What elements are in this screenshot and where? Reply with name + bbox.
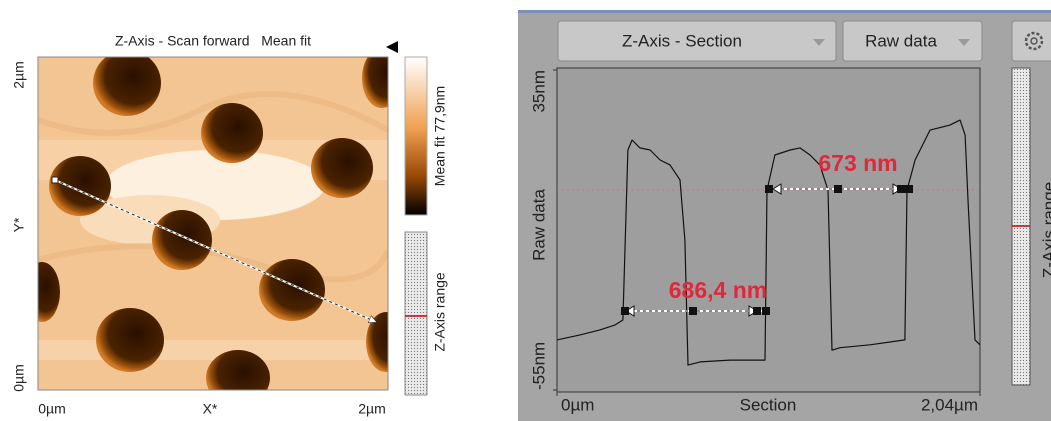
dropdown-arrow (958, 39, 970, 46)
image-frame (37, 56, 389, 391)
gear-icon (1024, 31, 1044, 51)
measurement-1 (621, 305, 770, 317)
image-title: Z-Axis - Scan forward Mean fit (115, 33, 311, 49)
marker-triangle (386, 41, 398, 53)
x-tick-label: 2,04µm (921, 395, 978, 414)
afm-image (38, 57, 388, 390)
x-left-label: 0µm (38, 401, 66, 417)
panel-top-border (518, 10, 1051, 13)
dropdown-arrow (813, 39, 825, 46)
profile-plot (553, 69, 981, 396)
mode-dropdown[interactable] (842, 20, 983, 62)
x-axis-label: Section (740, 395, 797, 414)
section-dropdown[interactable] (557, 20, 837, 62)
measurement-label: 686,4 nm (669, 277, 767, 303)
range-label: Z-Axis range (1039, 182, 1051, 278)
colorbar (404, 56, 428, 216)
y-tick-label: -55nm (529, 342, 548, 390)
colorbar-label: Mean fit 77,9nm (432, 86, 448, 186)
range-label: Z-Axis range (432, 272, 448, 352)
profile-line (556, 119, 981, 366)
measurement-2 (765, 183, 913, 195)
y-axis-label: Raw data (529, 189, 548, 261)
measurement-label: 673 nm (818, 150, 897, 176)
y-bottom-label: 0µm (11, 364, 27, 392)
y-axis-label: Y* (11, 217, 27, 232)
y-tick-label: 35nm (529, 70, 548, 113)
x-tick-label: 0µm (561, 395, 594, 414)
gear-icon-center (1030, 37, 1038, 45)
mode-dropdown-text: Raw data (865, 31, 937, 50)
y-top-label: 2µm (11, 61, 27, 89)
range-bar (404, 231, 428, 396)
x-right-label: 2µm (358, 401, 386, 417)
section-dropdown-text: Z-Axis - Section (622, 31, 742, 50)
plot-area (556, 67, 981, 393)
x-axis-label: X* (203, 401, 218, 417)
